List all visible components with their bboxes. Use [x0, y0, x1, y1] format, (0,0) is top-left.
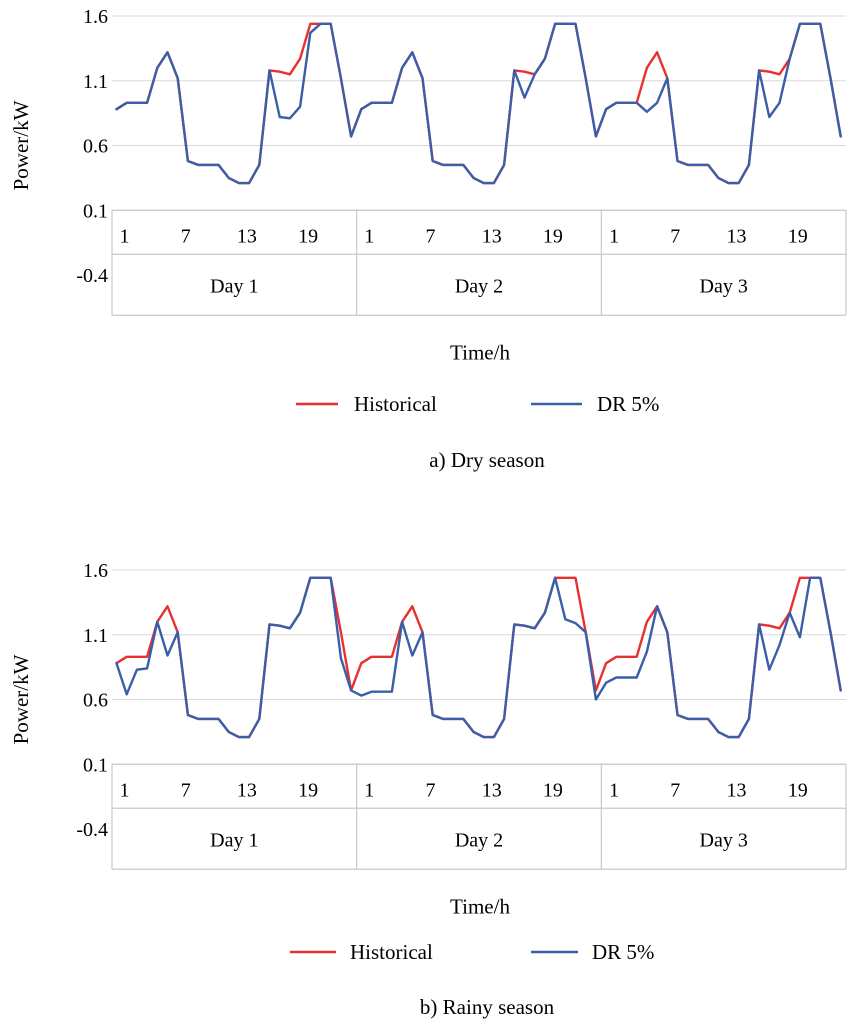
x-tick-label: 13	[727, 779, 747, 801]
x-axis-title: Time/h	[450, 340, 510, 364]
x-tick-label: 7	[181, 779, 191, 801]
legend-label-historical: Historical	[350, 940, 433, 964]
x-tick-label: 13	[482, 779, 502, 801]
y-tick-label: 0.6	[83, 136, 108, 158]
x-tick-label: 1	[120, 779, 130, 801]
x-group-label: Day 3	[700, 829, 748, 851]
x-tick-label: 7	[670, 779, 680, 801]
series-line-dr-5pct	[115, 22, 842, 185]
series-line-dr-5pct	[115, 576, 842, 739]
y-tick-label: 1.1	[83, 71, 108, 93]
x-group-label: Day 1	[210, 275, 258, 297]
chart-caption: a) Dry season	[429, 448, 545, 472]
x-axis-title: Time/h	[450, 894, 510, 918]
y-tick-label: 1.1	[83, 625, 108, 647]
y-tick-label: 1.6	[83, 560, 108, 582]
y-tick-label: 0.1	[83, 200, 108, 222]
legend-label-dr-5pct: DR 5%	[597, 392, 659, 416]
x-tick-label: 7	[670, 225, 680, 247]
legend-label-historical: Historical	[354, 392, 437, 416]
x-tick-label: 19	[298, 225, 318, 247]
x-tick-label: 1	[120, 225, 130, 247]
x-group-label: Day 1	[210, 829, 258, 851]
x-group-label: Day 2	[455, 829, 503, 851]
x-tick-label: 1	[609, 779, 619, 801]
y-tick-label: 0.6	[83, 690, 108, 712]
x-tick-label: 19	[543, 225, 563, 247]
x-group-label: Day 3	[700, 275, 748, 297]
x-tick-label: 19	[788, 779, 808, 801]
y-tick-label: -0.4	[76, 265, 108, 287]
y-tick-label: 0.1	[83, 754, 108, 776]
y-axis-title: Power/kW	[9, 100, 33, 190]
x-tick-label: 13	[482, 225, 502, 247]
y-tick-label: -0.4	[76, 819, 108, 841]
chart-panel-dry-season: 1.6 1.1 0.6 0.1 -0.4 Day 1 1 7 13 19 Day 2 1 7 13 19 Da…	[9, 6, 847, 472]
x-tick-label: 7	[181, 225, 191, 247]
x-tick-label: 19	[543, 779, 563, 801]
chart-panel-rainy-season: 1.6 1.1 0.6 0.1 -0.4 Day 1 1 7 13 19 Day 2 1 7 13 19 Da…	[9, 560, 847, 1019]
x-tick-label: 13	[237, 779, 257, 801]
chart-caption: b) Rainy season	[420, 995, 555, 1019]
x-group-label: Day 2	[455, 275, 503, 297]
x-tick-label: 13	[727, 225, 747, 247]
x-tick-label: 1	[609, 225, 619, 247]
y-tick-label: 1.6	[83, 6, 108, 28]
series-line-historical	[115, 576, 842, 739]
x-tick-label: 7	[426, 779, 436, 801]
x-tick-label: 7	[426, 225, 436, 247]
x-tick-label: 13	[237, 225, 257, 247]
series-line-historical	[115, 22, 842, 185]
x-tick-label: 19	[298, 779, 318, 801]
legend-label-dr-5pct: DR 5%	[592, 940, 654, 964]
y-axis-title: Power/kW	[9, 654, 33, 744]
x-tick-label: 19	[788, 225, 808, 247]
x-tick-label: 1	[364, 225, 374, 247]
x-tick-label: 1	[364, 779, 374, 801]
